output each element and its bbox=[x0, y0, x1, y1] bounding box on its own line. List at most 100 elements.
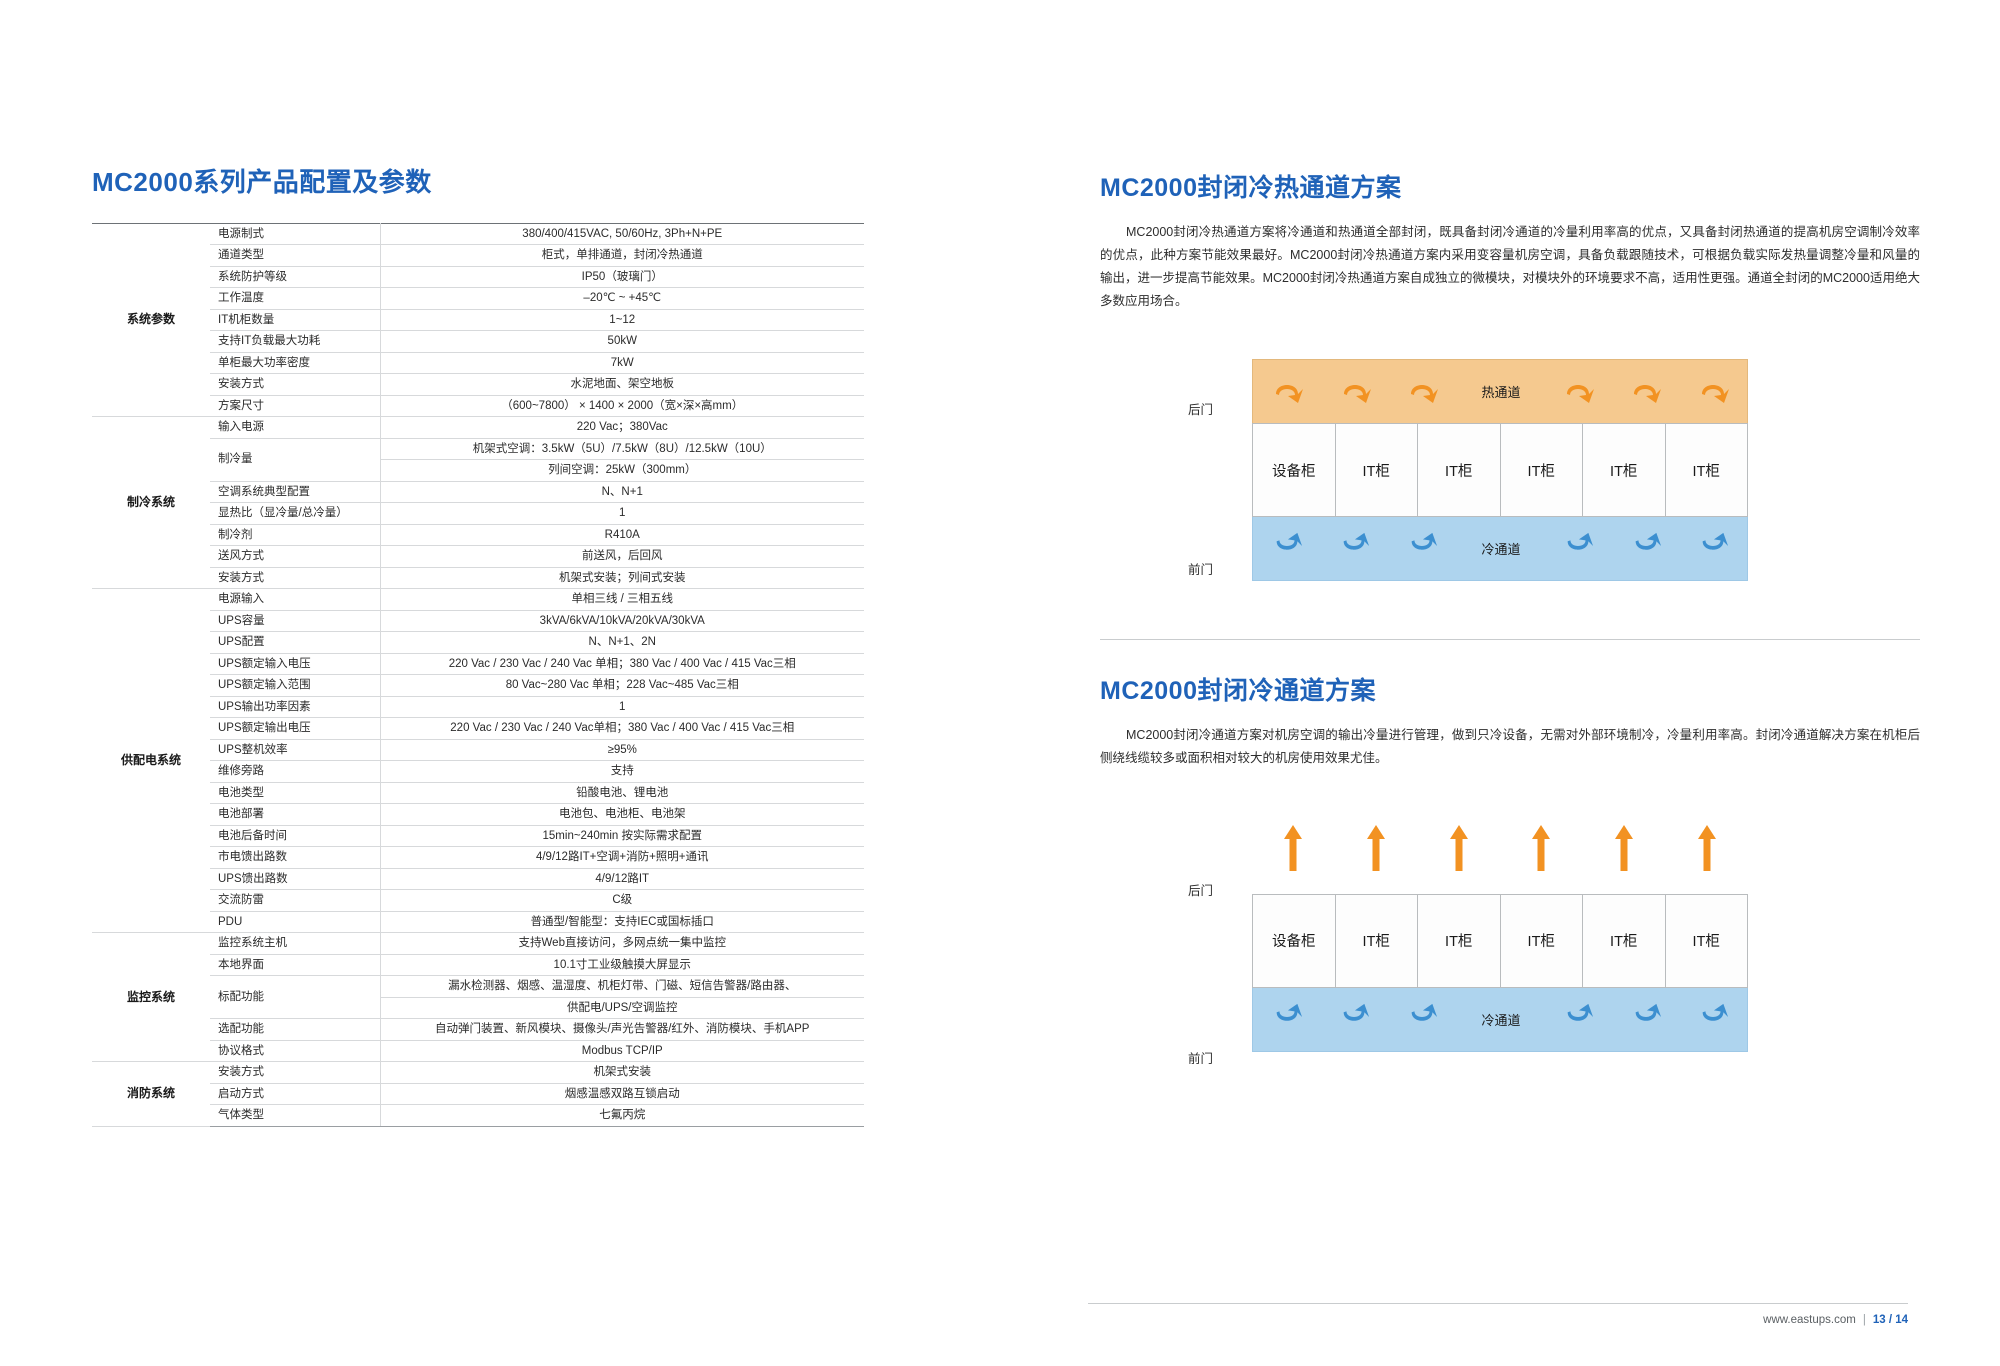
spec-key: 单柜最大功率密度 bbox=[210, 352, 381, 375]
spec-value: 1 bbox=[380, 502, 864, 525]
spec-key: 通道类型 bbox=[210, 244, 381, 267]
hot-arrow-icon bbox=[1561, 372, 1595, 411]
spec-value: 10.1寸工业级触摸大屏显示 bbox=[380, 954, 864, 977]
page-title: MC2000系列产品配置及参数 bbox=[92, 167, 432, 197]
cold-arrow-row bbox=[1253, 530, 1747, 567]
website-url[interactable]: www.eastups.com bbox=[1763, 1314, 1856, 1326]
cabinet-cell: IT柜 bbox=[1418, 424, 1501, 516]
spec-key: UPS馈出路数 bbox=[210, 868, 381, 891]
spec-group-label: 系统参数 bbox=[92, 222, 210, 418]
cabinet-cell: IT柜 bbox=[1336, 894, 1418, 987]
spec-key: 维修旁路 bbox=[210, 760, 381, 783]
spec-key: 电源制式 bbox=[210, 222, 381, 246]
front-door-label-2: 前门 bbox=[1188, 1051, 1214, 1066]
spec-key: 空调系统典型配置 bbox=[210, 481, 381, 504]
spec-key: UPS整机效率 bbox=[210, 739, 381, 762]
spec-key: 安装方式 bbox=[210, 567, 381, 590]
hot-cold-aisle-diagram: 后门 前门 bbox=[1100, 359, 1920, 581]
spec-key: 电池部署 bbox=[210, 803, 381, 826]
spec-value: 单相三线 / 三相五线 bbox=[380, 588, 864, 611]
cold-arrow-icon bbox=[1697, 1001, 1729, 1038]
cold-arrow-icon bbox=[1630, 1001, 1662, 1038]
hot-arrow-icon bbox=[1270, 372, 1304, 411]
cold-arrow-icon bbox=[1630, 530, 1662, 567]
spec-value: N、N+1 bbox=[380, 481, 864, 504]
cabinet-row-2: 设备柜 IT柜 IT柜 IT柜 IT柜 IT柜 bbox=[1252, 893, 1748, 988]
section-divider bbox=[1100, 639, 1920, 640]
spec-value: ≥95% bbox=[380, 739, 864, 762]
back-door-label-2: 后门 bbox=[1188, 883, 1214, 898]
spec-value: 柜式，单排通道，封闭冷热通道 bbox=[380, 244, 864, 267]
spec-value: 机架式安装；列间式安装 bbox=[380, 567, 864, 590]
spec-key: 监控系统主机 bbox=[210, 932, 381, 955]
cabinet-cell: IT柜 bbox=[1583, 894, 1666, 987]
spec-value: 50kW bbox=[380, 330, 864, 353]
hot-arrow-icon bbox=[1696, 372, 1730, 411]
spec-key: 工作温度 bbox=[210, 287, 381, 310]
spec-key: 制冷量 bbox=[210, 438, 381, 482]
cabinet-cell: IT柜 bbox=[1692, 463, 1720, 480]
section1-title: MC2000封闭冷热通道方案 bbox=[1100, 174, 1402, 202]
cabinet-cell: 设备柜 bbox=[1253, 424, 1336, 516]
spec-key: 送风方式 bbox=[210, 545, 381, 568]
hot-arrow-icon bbox=[1338, 372, 1372, 411]
spec-value: 机架式空调：3.5kW（5U）/7.5kW（8U）/12.5kW（10U） bbox=[380, 438, 864, 461]
spec-key: 气体类型 bbox=[210, 1104, 381, 1127]
up-arrow-icon bbox=[1697, 825, 1717, 876]
cabinet-cell: IT柜 bbox=[1336, 424, 1418, 516]
spec-key: UPS输出功率因素 bbox=[210, 696, 381, 719]
page-footer: www.eastups.com | 13 / 14 bbox=[1763, 1314, 1908, 1326]
spec-value: –20℃ ~ +45℃ bbox=[380, 287, 864, 310]
spec-key: 电源输入 bbox=[210, 588, 381, 611]
cold-aisle-band-2: 冷通道 bbox=[1252, 987, 1748, 1052]
up-arrow-icon bbox=[1614, 825, 1634, 876]
cold-aisle-band-1: 冷通道 bbox=[1252, 517, 1748, 581]
cold-arrow-icon bbox=[1338, 1001, 1370, 1038]
spec-key: 协议格式 bbox=[210, 1040, 381, 1063]
cabinet-cell: IT柜 bbox=[1501, 894, 1583, 987]
spec-key: 输入电源 bbox=[210, 416, 381, 439]
spec-key: 安装方式 bbox=[210, 373, 381, 396]
spec-value: 1 bbox=[380, 696, 864, 719]
spec-table: 系统参数 电源制式 380/400/415VAC, 50/60Hz, 3Ph+N+P… bbox=[92, 222, 864, 1127]
up-arrow-icon bbox=[1531, 825, 1551, 876]
spec-value: 支持 bbox=[380, 760, 864, 783]
up-arrow-icon bbox=[1283, 825, 1303, 876]
spec-key: 电池类型 bbox=[210, 782, 381, 805]
spec-value: 水泥地面、架空地板 bbox=[380, 373, 864, 396]
cold-arrow-icon bbox=[1271, 530, 1303, 567]
footer-separator: | bbox=[1862, 1314, 1866, 1326]
spec-value: 机架式安装 bbox=[380, 1061, 864, 1084]
spec-key: UPS额定输入范围 bbox=[210, 674, 381, 697]
spec-key: 交流防雷 bbox=[210, 889, 381, 912]
spec-value: 220 Vac；380Vac bbox=[380, 416, 864, 439]
exhaust-arrow-row bbox=[1252, 822, 1748, 880]
spec-value: 1~12 bbox=[380, 309, 864, 332]
cold-arrow-icon bbox=[1562, 530, 1594, 567]
spec-value: 前送风，后回风 bbox=[380, 545, 864, 568]
spec-value: 15min~240min 按实际需求配置 bbox=[380, 825, 864, 848]
spec-value: 铅酸电池、锂电池 bbox=[380, 782, 864, 805]
spec-group-label: 供配电系统 bbox=[92, 588, 210, 934]
spec-value: 支持Web直接访问，多网点统一集中监控 bbox=[380, 932, 864, 955]
spec-value: 4/9/12路IT+空调+消防+照明+通讯 bbox=[380, 846, 864, 869]
spec-value: 3kVA/6kVA/10kVA/20kVA/30kVA bbox=[380, 610, 864, 633]
left-column: MC2000系列产品配置及参数 系统参数 电源制式 380/400/415VAC, … bbox=[92, 168, 864, 1127]
page-number: 13 / 14 bbox=[1872, 1314, 1908, 1326]
spec-key: UPS容量 bbox=[210, 610, 381, 633]
hot-aisle-band: 热通道 bbox=[1252, 359, 1748, 423]
spec-key: 选配功能 bbox=[210, 1018, 381, 1041]
cabinet-cell: 设备柜 bbox=[1253, 894, 1336, 987]
cabinet-cell: IT柜 bbox=[1418, 894, 1501, 987]
spec-value: N、N+1、2N bbox=[380, 631, 864, 654]
spec-value: 自动弹门装置、新风模块、摄像头/声光告警器/红外、消防模块、手机APP bbox=[380, 1018, 864, 1041]
hot-arrow-icon bbox=[1405, 372, 1439, 411]
spec-value: 漏水检测器、烟感、温湿度、机柜灯带、门磁、短信告警器/路由器、 bbox=[380, 975, 864, 998]
spec-key: UPS配置 bbox=[210, 631, 381, 654]
hot-aisle-label: 热通道 bbox=[1481, 385, 1521, 400]
hot-arrow-row bbox=[1253, 372, 1747, 411]
cabinet-cell: IT柜 bbox=[1583, 424, 1666, 516]
spec-value: 七氟丙烷 bbox=[380, 1104, 864, 1127]
footer-divider bbox=[1088, 1303, 1908, 1304]
cabinet-cell: IT柜 bbox=[1692, 934, 1720, 951]
